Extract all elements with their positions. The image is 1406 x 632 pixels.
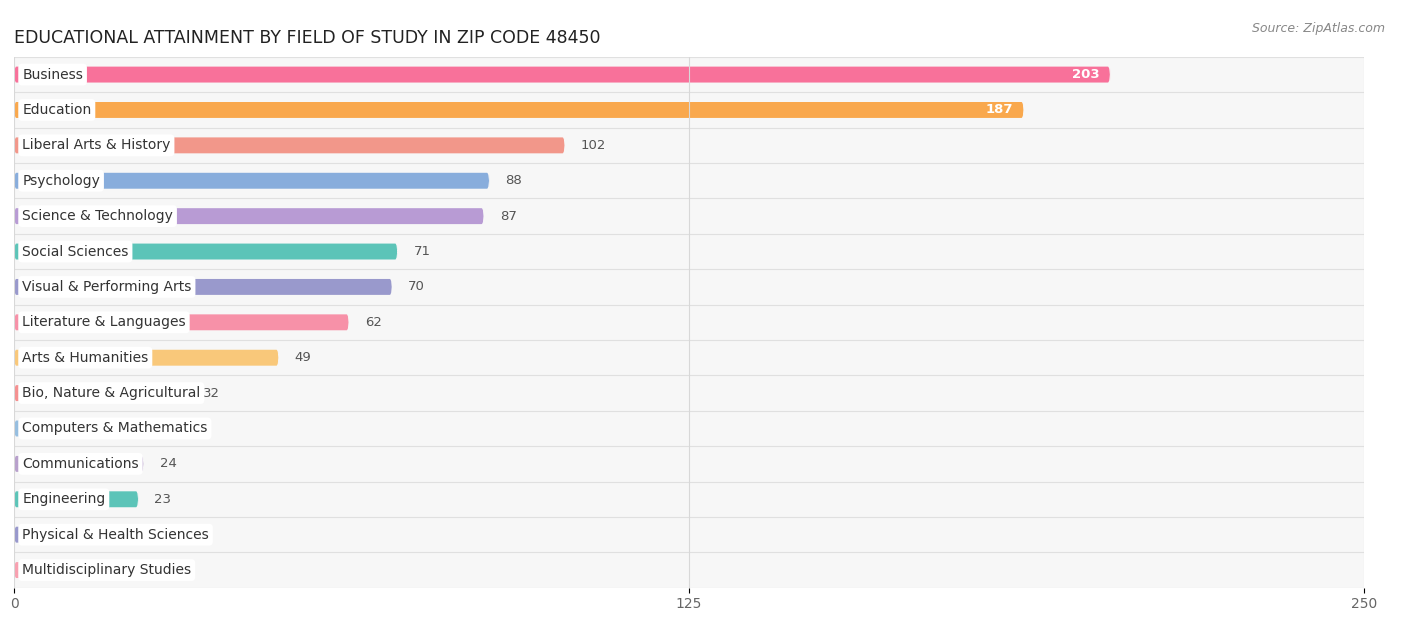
Text: 25: 25 — [166, 422, 183, 435]
Text: Arts & Humanities: Arts & Humanities — [22, 351, 149, 365]
Text: Multidisciplinary Studies: Multidisciplinary Studies — [22, 563, 191, 577]
Text: 49: 49 — [295, 351, 312, 364]
Bar — [14, 234, 1364, 269]
Bar — [14, 375, 1364, 411]
Bar — [14, 198, 1364, 234]
Text: 87: 87 — [501, 210, 517, 222]
FancyBboxPatch shape — [14, 102, 1024, 118]
Bar — [14, 163, 1364, 198]
Bar — [14, 552, 1364, 588]
Text: 12: 12 — [96, 528, 112, 541]
Text: 23: 23 — [155, 493, 172, 506]
Bar — [14, 128, 1364, 163]
Text: Social Sciences: Social Sciences — [22, 245, 128, 258]
Text: Education: Education — [22, 103, 91, 117]
Text: Literature & Languages: Literature & Languages — [22, 315, 186, 329]
FancyBboxPatch shape — [14, 279, 392, 295]
FancyBboxPatch shape — [14, 173, 489, 189]
Bar — [14, 269, 1364, 305]
FancyBboxPatch shape — [14, 137, 565, 154]
FancyBboxPatch shape — [14, 208, 484, 224]
Text: Engineering: Engineering — [22, 492, 105, 506]
Text: Bio, Nature & Agricultural: Bio, Nature & Agricultural — [22, 386, 201, 400]
Text: Visual & Performing Arts: Visual & Performing Arts — [22, 280, 191, 294]
Text: Computers & Mathematics: Computers & Mathematics — [22, 422, 208, 435]
Text: 88: 88 — [505, 174, 522, 187]
Text: 102: 102 — [581, 139, 606, 152]
Text: 203: 203 — [1071, 68, 1099, 81]
Text: 3: 3 — [46, 564, 55, 576]
FancyBboxPatch shape — [14, 420, 149, 437]
Text: EDUCATIONAL ATTAINMENT BY FIELD OF STUDY IN ZIP CODE 48450: EDUCATIONAL ATTAINMENT BY FIELD OF STUDY… — [14, 29, 600, 47]
Text: Psychology: Psychology — [22, 174, 100, 188]
Text: Source: ZipAtlas.com: Source: ZipAtlas.com — [1251, 22, 1385, 35]
Text: Communications: Communications — [22, 457, 139, 471]
Bar — [14, 517, 1364, 552]
Text: 24: 24 — [160, 458, 177, 470]
Bar — [14, 57, 1364, 92]
FancyBboxPatch shape — [14, 526, 79, 543]
Text: 187: 187 — [986, 104, 1012, 116]
Bar — [14, 446, 1364, 482]
FancyBboxPatch shape — [14, 491, 138, 507]
Text: 71: 71 — [413, 245, 430, 258]
FancyBboxPatch shape — [14, 562, 31, 578]
FancyBboxPatch shape — [14, 456, 143, 472]
Text: 32: 32 — [202, 387, 219, 399]
Text: Physical & Health Sciences: Physical & Health Sciences — [22, 528, 209, 542]
FancyBboxPatch shape — [14, 66, 1111, 83]
FancyBboxPatch shape — [14, 349, 278, 366]
FancyBboxPatch shape — [14, 385, 187, 401]
FancyBboxPatch shape — [14, 243, 398, 260]
Text: Liberal Arts & History: Liberal Arts & History — [22, 138, 170, 152]
Text: 70: 70 — [408, 281, 425, 293]
Bar — [14, 305, 1364, 340]
Bar — [14, 482, 1364, 517]
Bar — [14, 340, 1364, 375]
Bar — [14, 92, 1364, 128]
Text: Science & Technology: Science & Technology — [22, 209, 173, 223]
FancyBboxPatch shape — [14, 314, 349, 331]
Text: 62: 62 — [366, 316, 382, 329]
Text: Business: Business — [22, 68, 83, 82]
Bar — [14, 411, 1364, 446]
